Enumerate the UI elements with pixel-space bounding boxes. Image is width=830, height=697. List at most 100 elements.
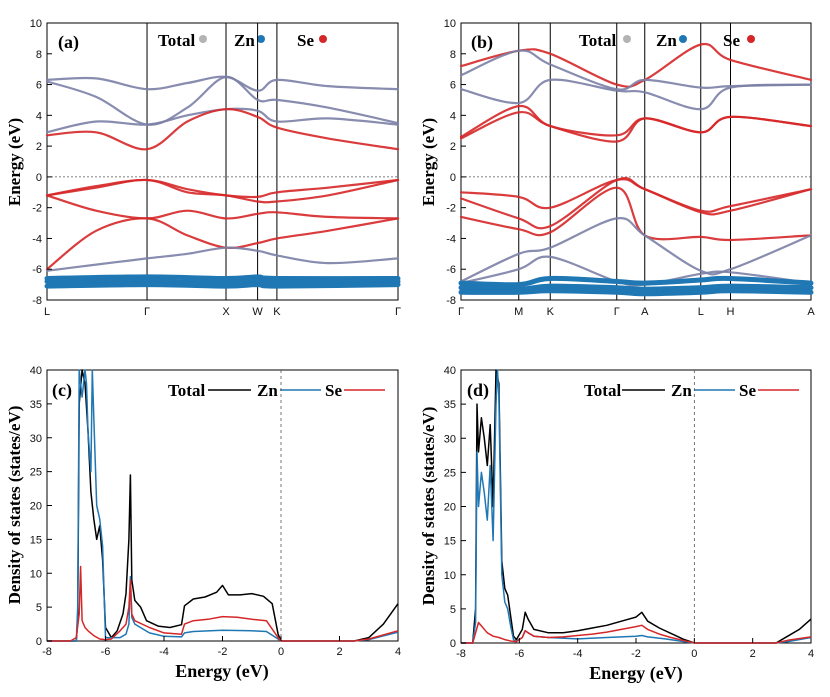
panel-b-legend-se-dot xyxy=(747,35,755,43)
panel-a-ytick-label-8: 8 xyxy=(36,49,42,61)
panel-b-ytick-label-4: 0 xyxy=(450,172,456,184)
panel-a-legend-se-dot xyxy=(319,35,327,43)
panel-c-xtick-label-2: -4 xyxy=(159,646,169,658)
panel-c-xlabel: Energy (eV) xyxy=(175,661,268,682)
panel-d-ytick-label-5: 25 xyxy=(444,467,456,479)
panel-a-ytick-label-7: 6 xyxy=(36,80,42,92)
panel-c-ytick-label-8: 40 xyxy=(30,365,42,377)
panel-a-band-zn2 xyxy=(44,278,401,286)
panel-b-band-v2 xyxy=(459,176,813,230)
panel-d-legend-total: Total xyxy=(584,381,621,400)
panel-c-xtick-label-6: 4 xyxy=(395,646,401,658)
panel-b-band-c4 xyxy=(459,104,813,138)
panel-c-series-se xyxy=(47,565,399,642)
panel-b-kpoint-label-2: K xyxy=(547,306,555,318)
panel-c-ytick-label-2: 10 xyxy=(30,568,42,580)
panel-b-ylabel: Energy (eV) xyxy=(419,118,438,206)
panel-d-xtick-label-4: 0 xyxy=(691,648,697,660)
panel-b-band-c5 xyxy=(459,110,813,143)
panel-b-kpoint-label-5: L xyxy=(698,306,704,318)
panel-b-kpoint-label-4: A xyxy=(641,306,649,318)
panel-c-ytick-label-4: 20 xyxy=(30,501,42,513)
panel-b-band-structure: (b) Total Zn Se Energy (eV) -8 -6 -4 -2 0 2 4 6… xyxy=(419,18,815,318)
panel-c-xtick-label-3: -2 xyxy=(218,646,228,658)
panel-b-ytick-label-1: -6 xyxy=(446,264,456,276)
panel-b-band-v4 xyxy=(459,217,813,283)
panel-d-ytick-label-0: 0 xyxy=(450,638,456,650)
panel-a-kpoint-label-2: X xyxy=(222,306,230,318)
panel-b-band-c1 xyxy=(459,42,813,88)
panel-a-ytick-label-6: 4 xyxy=(36,110,42,122)
panel-a-band-v5 xyxy=(45,246,400,272)
panel-c-legend-se: Se xyxy=(325,381,342,400)
panel-a-band-zn1 xyxy=(44,274,401,282)
panel-a-kpoint-label-0: L xyxy=(44,306,50,318)
panel-a-band-v3 xyxy=(45,194,400,220)
panel-c-label: (c) xyxy=(52,380,72,401)
panel-b-kpoint-label-7: A xyxy=(807,306,815,318)
panel-b-band-c2 xyxy=(459,49,813,91)
panel-d-label: (d) xyxy=(467,380,489,401)
panel-c-dos: (c) Total Zn Se Density of states (state… xyxy=(5,365,401,682)
panel-b-ytick-label-7: 6 xyxy=(450,80,456,92)
panel-d-ytick-label-7: 35 xyxy=(444,399,456,411)
panel-b-label: (b) xyxy=(471,32,493,53)
panel-d-ytick-label-4: 20 xyxy=(444,502,456,514)
panel-d-xtick-label-0: -8 xyxy=(456,648,466,660)
panel-b-kpoint-label-0: Γ xyxy=(458,306,464,318)
panel-c-series-zn xyxy=(47,369,399,642)
panel-b-legend: Total Zn Se xyxy=(579,31,755,50)
panel-b-band-v5 xyxy=(459,255,813,287)
panel-a-ytick-label-2: -4 xyxy=(32,233,42,245)
panel-a-legend-total-dot xyxy=(199,35,207,43)
panel-a-band-structure: (a) Total Zn Se Energy (eV) -8 -6 -4 -2 0 2 4 6… xyxy=(5,18,401,318)
panel-d-series-se xyxy=(461,621,812,644)
panel-d-xlabel: Energy (eV) xyxy=(589,663,682,684)
panel-d-legend: Total Zn Se xyxy=(584,381,799,400)
panel-a-kpoint-label-3: W xyxy=(252,306,263,318)
panel-a-ylabel: Energy (eV) xyxy=(5,118,24,206)
panel-d-xtick-label-3: -2 xyxy=(631,648,641,660)
panel-d-ytick-label-8: 40 xyxy=(444,365,456,377)
panel-d-xtick-label-1: -6 xyxy=(514,648,524,660)
panel-b-ytick-label-3: -2 xyxy=(446,203,456,215)
panel-d-series-zn xyxy=(461,369,812,644)
panel-a-band-c4 xyxy=(45,108,400,151)
panel-b-ytick-label-0: -8 xyxy=(446,295,456,307)
panel-b-band-c3 xyxy=(459,78,813,111)
panel-c-legend: Total Zn Se xyxy=(168,381,385,400)
panel-b-frame xyxy=(460,22,812,301)
panel-c-xtick-label-0: -8 xyxy=(42,646,52,658)
panel-b-legend-total: Total xyxy=(579,31,616,50)
panel-c-frame xyxy=(46,369,399,642)
panel-a-ytick-label-0: -8 xyxy=(32,295,42,307)
panel-a-kpoint-label-1: Γ xyxy=(144,306,150,318)
panel-b-ytick-label-5: 2 xyxy=(450,141,456,153)
panel-a-legend: Total Zn Se xyxy=(158,31,327,50)
panel-d-ytick-label-3: 15 xyxy=(444,536,456,548)
panel-d-legend-zn: Zn xyxy=(671,381,692,400)
panel-d-ytick-label-2: 10 xyxy=(444,570,456,582)
panel-b-band-zn2 xyxy=(458,283,814,292)
panel-b-band-v3 xyxy=(459,186,813,242)
panel-d-ytick-label-6: 30 xyxy=(444,433,456,445)
panel-a-legend-se: Se xyxy=(297,31,314,50)
panel-a-legend-total: Total xyxy=(158,31,195,50)
panel-c-ytick-label-7: 35 xyxy=(30,399,42,411)
panel-a-ytick-label-3: -2 xyxy=(32,203,42,215)
panel-d-legend-se: Se xyxy=(739,381,756,400)
panel-c-ytick-label-0: 0 xyxy=(36,636,42,648)
panel-b-kpoint-label-3: Γ xyxy=(614,306,620,318)
panel-d-xtick-label-5: 2 xyxy=(750,648,756,660)
panel-d-series-total xyxy=(461,369,812,644)
panel-a-frame xyxy=(46,22,399,301)
panel-c-legend-total: Total xyxy=(168,381,205,400)
panel-c-ytick-label-3: 15 xyxy=(30,534,42,546)
panel-a-kpoint-label-4: K xyxy=(273,306,281,318)
panel-d-ylabel: Density of states (states/eV) xyxy=(419,407,438,606)
panel-c-ytick-label-5: 25 xyxy=(30,467,42,479)
panel-a-label: (a) xyxy=(58,32,79,53)
panel-c-ytick-label-1: 5 xyxy=(36,602,42,614)
panel-a-band-v2 xyxy=(45,178,400,204)
panel-d-xtick-label-2: -4 xyxy=(573,648,583,660)
